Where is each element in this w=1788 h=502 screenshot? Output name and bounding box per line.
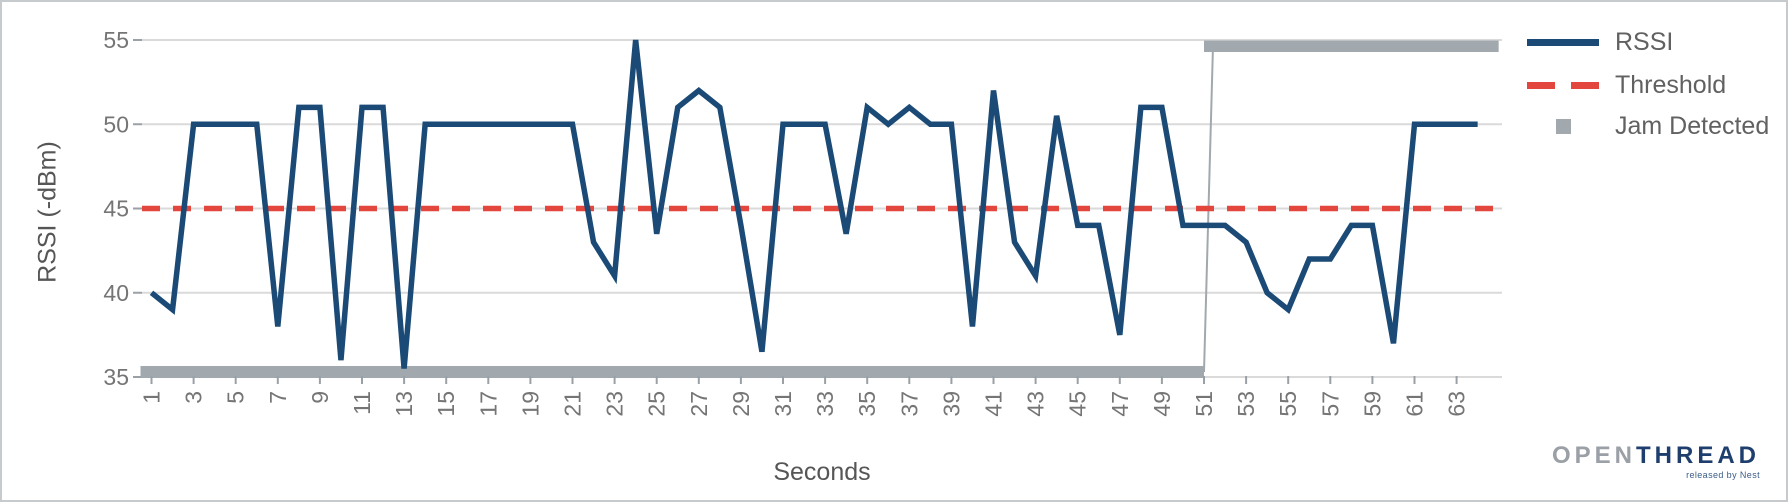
x-tick-label: 13 [391,391,417,417]
legend-swatch-rssi [1527,38,1599,46]
legend-swatch-threshold [1527,81,1599,89]
y-tick-label: 55 [103,27,129,53]
x-tick-label: 11 [349,391,375,415]
x-tick-label: 57 [1317,391,1343,417]
x-tick-label: 43 [1023,391,1049,417]
legend-label-rssi: RSSI [1615,27,1674,56]
x-tick-label: 39 [938,391,964,417]
legend-item-threshold: Threshold [1527,70,1727,99]
x-tick-label: 5 [223,391,249,404]
x-tick-label: 33 [812,391,838,417]
x-tick-label: 63 [1444,391,1470,417]
x-tick-label: 37 [896,391,922,417]
legend-label-jam-detected: Jam Detected [1615,111,1770,140]
logo-caption: released by Nest [1686,470,1760,480]
x-tick-label: 49 [1149,391,1175,417]
x-tick-label: 41 [981,391,1007,417]
x-tick-label: 61 [1402,391,1428,417]
logo-open-text: OPEN [1551,442,1636,469]
x-tick-label: 23 [602,391,628,417]
x-tick-label: 15 [433,391,459,417]
legend-item-jam-detected: Jam Detected [1527,111,1770,140]
x-tick-label: 7 [265,391,291,404]
rssi-line [149,39,1478,369]
x-tick-label: 1 [139,391,165,404]
y-tick-label: 45 [103,196,129,222]
x-tick-label: 47 [1107,391,1133,417]
x-tick-label: 35 [854,391,880,417]
y-tick-label: 35 [103,364,129,390]
x-tick-label: 21 [560,391,586,417]
logo-thread-text: THREAD [1636,442,1760,469]
x-tick-label: 29 [728,391,754,417]
x-tick-label: 25 [644,391,670,417]
x-tick-label: 45 [1065,391,1091,417]
y-tick-label: 40 [103,280,129,306]
x-tick-label: 31 [770,391,796,417]
x-tick-label: 3 [181,391,207,404]
legend-item-rssi: RSSI [1527,27,1674,56]
jam-band-low [140,366,1204,378]
x-tick-label: 53 [1233,391,1259,417]
x-tick-label: 19 [517,391,543,417]
openthread-wordmark: OPENTHREAD [1552,444,1760,468]
x-tick-label: 51 [1191,391,1217,417]
y-tick-label: 50 [103,111,129,137]
x-tick-label: 9 [307,391,333,404]
x-tick-label: 59 [1359,391,1385,417]
legend-label-threshold: Threshold [1615,70,1727,99]
y-axis-title: RSSI (-dBm) [33,141,62,283]
openthread-logo: OPENTHREAD released by Nest [1552,444,1760,480]
x-tick-label: 55 [1275,391,1301,417]
x-axis-title: Seconds [773,458,871,486]
x-tick-label: 17 [475,391,501,417]
x-tick-label: 27 [686,391,712,417]
jam-band-high [1204,40,1499,52]
legend-swatch-jam [1527,118,1599,134]
